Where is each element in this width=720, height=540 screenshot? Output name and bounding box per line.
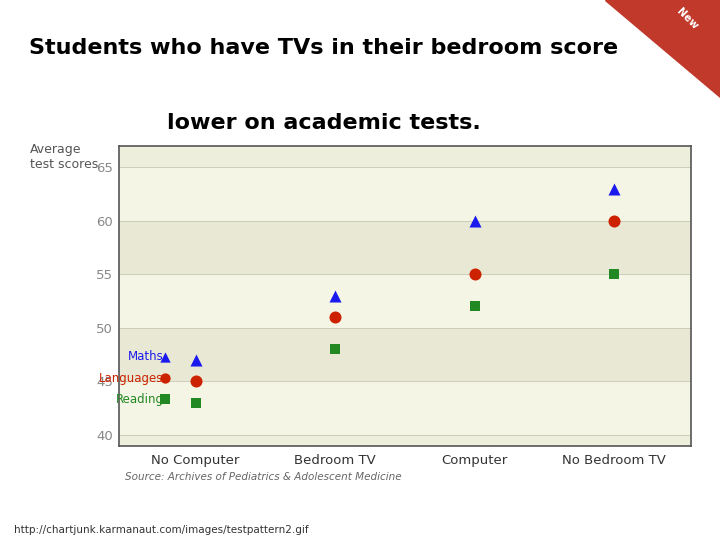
Text: Reading: Reading <box>115 393 163 406</box>
Point <box>330 313 341 321</box>
Point <box>608 270 620 279</box>
Text: Students who have TVs in their bedroom score: Students who have TVs in their bedroom s… <box>30 38 618 58</box>
Point <box>159 374 171 382</box>
Point <box>159 395 171 404</box>
Polygon shape <box>605 0 720 97</box>
Point <box>469 302 480 310</box>
Text: Languages: Languages <box>99 372 163 384</box>
Bar <box>119 328 691 381</box>
Point <box>469 217 480 225</box>
Bar <box>119 381 691 435</box>
Bar <box>119 221 691 274</box>
Point <box>608 184 620 193</box>
Point <box>330 345 341 354</box>
Point <box>190 399 202 407</box>
Text: Average
test scores: Average test scores <box>30 143 99 171</box>
Text: New: New <box>675 6 700 31</box>
Point <box>159 352 171 361</box>
Text: Maths: Maths <box>127 350 163 363</box>
Text: lower on academic tests.: lower on academic tests. <box>167 113 481 133</box>
Text: Source: Archives of Pediatrics & Adolescent Medicine: Source: Archives of Pediatrics & Adolesc… <box>125 472 401 482</box>
Bar <box>119 167 691 221</box>
Point <box>190 355 202 364</box>
Text: http://chartjunk.karmanaut.com/images/testpattern2.gif: http://chartjunk.karmanaut.com/images/te… <box>14 524 309 535</box>
Point <box>608 217 620 225</box>
Point <box>330 292 341 300</box>
Point <box>469 270 480 279</box>
Bar <box>119 274 691 328</box>
Point <box>190 377 202 386</box>
